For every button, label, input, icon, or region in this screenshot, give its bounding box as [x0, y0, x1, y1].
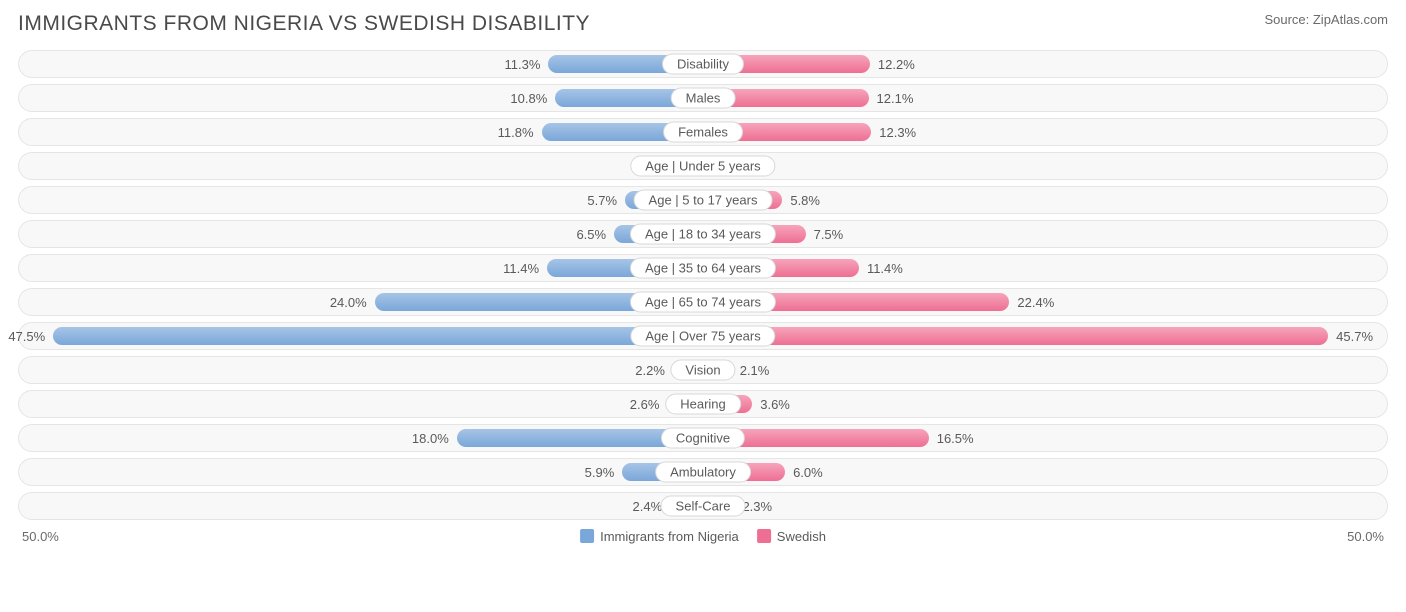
row-label: Disability — [662, 54, 744, 75]
row-label: Age | Under 5 years — [630, 156, 775, 177]
value-right: 3.6% — [760, 397, 790, 412]
chart-row: 10.8% 12.1% Males — [18, 84, 1388, 112]
bar-right — [703, 327, 1328, 345]
chart-row: 5.9% 6.0% Ambulatory — [18, 458, 1388, 486]
chart-row: 1.2%1.6%Age | Under 5 years — [18, 152, 1388, 180]
value-left: 11.3% — [505, 57, 541, 72]
chart-row: 18.0% 16.5% Cognitive — [18, 424, 1388, 452]
value-right: 5.8% — [790, 193, 820, 208]
chart-row: 11.8% 12.3% Females — [18, 118, 1388, 146]
chart-footer: 50.0% Immigrants from Nigeria Swedish 50… — [18, 526, 1388, 546]
value-right: 45.7% — [1336, 329, 1373, 344]
legend-label-right: Swedish — [777, 529, 826, 544]
value-right: 12.2% — [878, 57, 915, 72]
chart-source: Source: ZipAtlas.com — [1264, 12, 1388, 27]
chart-row: 2.2% 2.1% Vision — [18, 356, 1388, 384]
value-right: 6.0% — [793, 465, 823, 480]
chart-header: IMMIGRANTS FROM NIGERIA VS SWEDISH DISAB… — [18, 12, 1388, 36]
legend-item-left: Immigrants from Nigeria — [580, 529, 739, 544]
row-label: Age | 18 to 34 years — [630, 224, 776, 245]
value-left: 47.5% — [8, 329, 45, 344]
chart-row: 2.6% 3.6% Hearing — [18, 390, 1388, 418]
row-label: Hearing — [665, 394, 741, 415]
value-left: 24.0% — [330, 295, 367, 310]
chart-title: IMMIGRANTS FROM NIGERIA VS SWEDISH DISAB… — [18, 12, 590, 36]
row-label: Vision — [670, 360, 735, 381]
row-label: Cognitive — [661, 428, 745, 449]
legend: Immigrants from Nigeria Swedish — [580, 529, 826, 544]
row-label: Self-Care — [661, 496, 746, 517]
axis-max-right: 50.0% — [1347, 529, 1384, 544]
value-left: 10.8% — [510, 91, 547, 106]
row-label: Ambulatory — [655, 462, 751, 483]
value-right: 2.1% — [740, 363, 770, 378]
value-right: 2.3% — [742, 499, 772, 514]
row-label: Males — [671, 88, 736, 109]
chart-row: 6.5% 7.5% Age | 18 to 34 years — [18, 220, 1388, 248]
chart-row: 2.4% 2.3%Self-Care — [18, 492, 1388, 520]
chart-row: 47.5%45.7%Age | Over 75 years — [18, 322, 1388, 350]
row-label: Age | 65 to 74 years — [630, 292, 776, 313]
chart-row: 11.4% 11.4% Age | 35 to 64 years — [18, 254, 1388, 282]
value-left: 2.6% — [630, 397, 660, 412]
value-left: 5.7% — [587, 193, 617, 208]
value-right: 22.4% — [1017, 295, 1054, 310]
value-left: 11.4% — [503, 261, 539, 276]
chart-row: 5.7% 5.8% Age | 5 to 17 years — [18, 186, 1388, 214]
value-right: 12.3% — [879, 125, 916, 140]
value-left: 18.0% — [412, 431, 449, 446]
legend-swatch-left — [580, 529, 594, 543]
value-right: 12.1% — [877, 91, 914, 106]
value-left: 6.5% — [576, 227, 606, 242]
row-label: Age | 5 to 17 years — [634, 190, 773, 211]
legend-label-left: Immigrants from Nigeria — [600, 529, 739, 544]
value-right: 16.5% — [937, 431, 974, 446]
row-label: Females — [663, 122, 743, 143]
diverging-bar-chart: 11.3% 12.2% Disability 10.8% 12.1% Males 11.8%… — [18, 50, 1388, 520]
legend-item-right: Swedish — [757, 529, 826, 544]
row-label: Age | 35 to 64 years — [630, 258, 776, 279]
axis-max-left: 50.0% — [22, 529, 59, 544]
value-left: 2.2% — [635, 363, 665, 378]
value-right: 7.5% — [814, 227, 844, 242]
chart-row: 11.3% 12.2% Disability — [18, 50, 1388, 78]
chart-row: 24.0% 22.4% Age | 65 to 74 years — [18, 288, 1388, 316]
row-label: Age | Over 75 years — [630, 326, 775, 347]
value-left: 5.9% — [585, 465, 615, 480]
value-left: 2.4% — [633, 499, 663, 514]
legend-swatch-right — [757, 529, 771, 543]
value-left: 11.8% — [498, 125, 534, 140]
value-right: 11.4% — [867, 261, 903, 276]
bar-left — [53, 327, 703, 345]
